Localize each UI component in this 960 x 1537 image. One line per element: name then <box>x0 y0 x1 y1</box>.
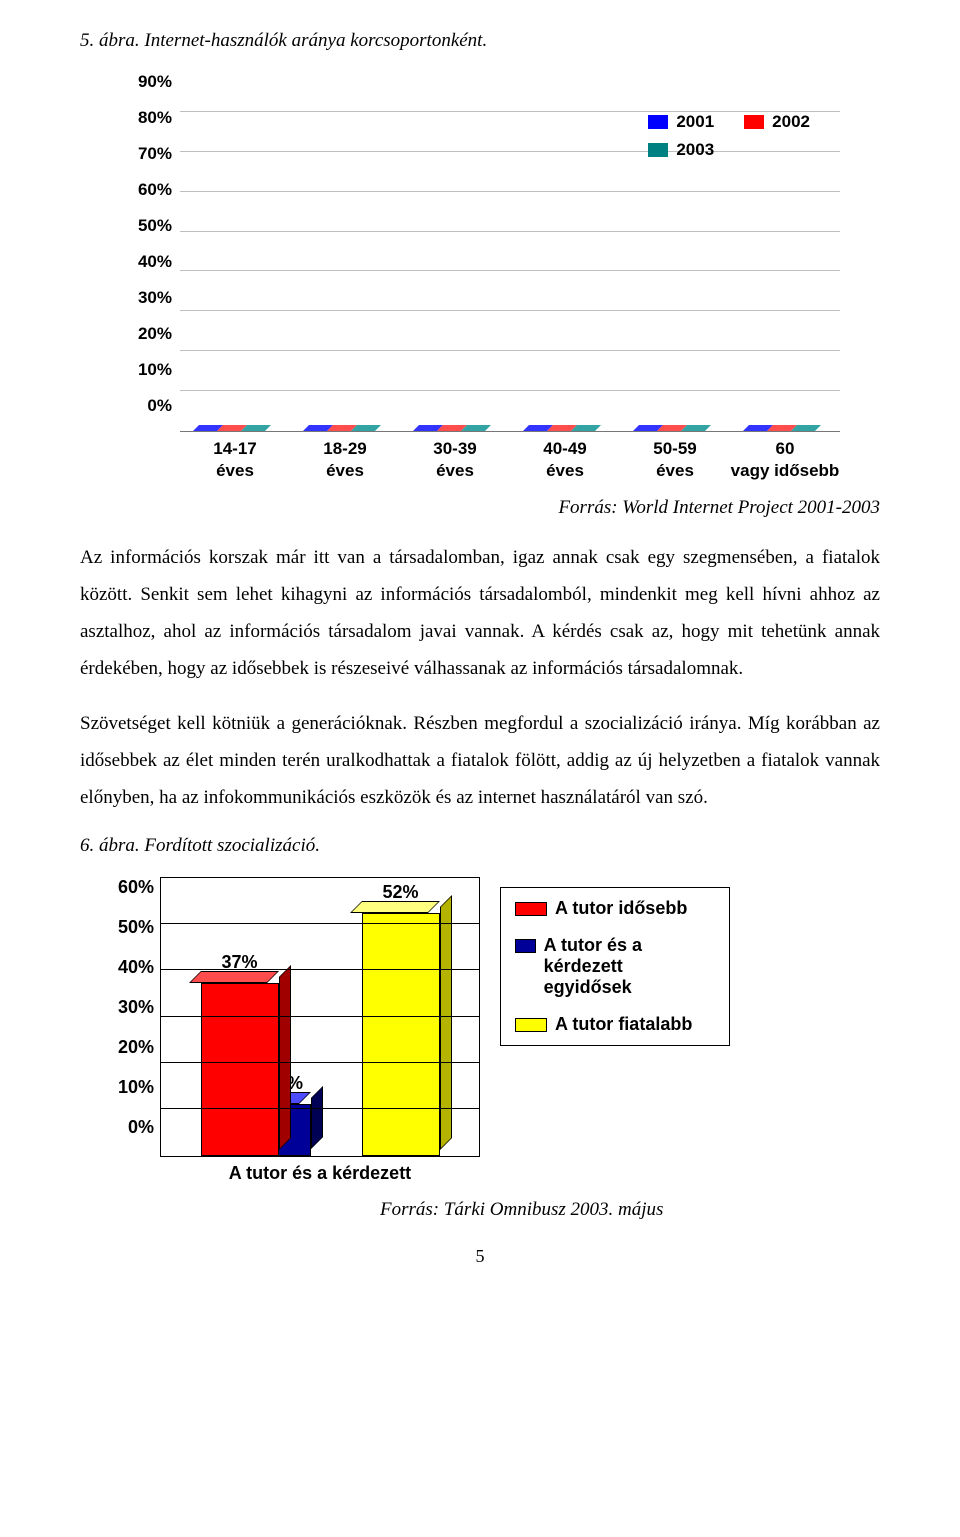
chart1-ytick: 80% <box>120 108 172 144</box>
chart2-plot-area: 37%11%52% <box>160 877 480 1157</box>
chart2-legend-item: A tutor idősebb <box>515 898 715 919</box>
chart2-legend-item: A tutor és a kérdezett egyidősek <box>515 935 715 998</box>
chart1-ytick: 60% <box>120 180 172 216</box>
figure1-source: Forrás: World Internet Project 2001-2003 <box>80 497 880 519</box>
figure2-title: 6. ábra. Fordított szocializáció. <box>80 835 880 857</box>
chart1-legend-item: 2003 <box>648 140 714 160</box>
chart2-legend: A tutor idősebb A tutor és a kérdezett eg… <box>500 887 730 1046</box>
chart1-ytick: 10% <box>120 360 172 396</box>
chart2-y-axis: 60%50%40%30%20%10%0% <box>100 877 160 1157</box>
figure2-chart: 60%50%40%30%20%10%0% 37%11%52% A tutor é… <box>100 877 480 1184</box>
chart2-ytick: 0% <box>100 1117 154 1157</box>
chart1-xtick: 50-59éves <box>620 432 730 482</box>
chart1-plot-area: 2001 2002 2003 <box>180 72 840 432</box>
chart2-ytick: 10% <box>100 1077 154 1117</box>
chart1-ytick: 0% <box>120 396 172 432</box>
chart2-legend-item: A tutor fiatalabb <box>515 1014 715 1035</box>
figure1-title: 5. ábra. Internet-használók aránya korcs… <box>80 30 880 52</box>
chart1-x-axis: 14-17éves18-29éves30-39éves40-49éves50-5… <box>180 432 840 482</box>
figure2-source: Forrás: Tárki Omnibusz 2003. május <box>380 1199 880 1221</box>
paragraph-2: Szövetséget kell kötniük a generációknak… <box>80 705 880 816</box>
chart1-xtick: 30-39éves <box>400 432 510 482</box>
page-number: 5 <box>80 1246 880 1267</box>
chart1-ytick: 90% <box>120 72 172 108</box>
chart2-ytick: 50% <box>100 917 154 957</box>
chart1-legend: 2001 2002 2003 <box>648 112 810 160</box>
chart2-ytick: 30% <box>100 997 154 1037</box>
chart1-ytick: 40% <box>120 252 172 288</box>
chart1-xtick: 60vagy idősebb <box>730 432 840 482</box>
chart1-ytick: 50% <box>120 216 172 252</box>
paragraph-1: Az információs korszak már itt van a tár… <box>80 539 880 687</box>
chart2-ytick: 60% <box>100 877 154 917</box>
chart1-ytick: 20% <box>120 324 172 360</box>
chart1-xtick: 40-49éves <box>510 432 620 482</box>
chart1-xtick: 18-29éves <box>290 432 400 482</box>
chart2-ytick: 20% <box>100 1037 154 1077</box>
chart1-ytick: 70% <box>120 144 172 180</box>
chart1-xtick: 14-17éves <box>180 432 290 482</box>
figure1-chart: 90%80%70%60%50%40%30%20%10%0% 2001200220… <box>120 72 840 482</box>
chart2-ytick: 40% <box>100 957 154 997</box>
chart1-legend-item: 2001 <box>648 112 714 132</box>
chart1-ytick: 30% <box>120 288 172 324</box>
chart1-legend-item: 2002 <box>744 112 810 132</box>
chart1-y-axis: 90%80%70%60%50%40%30%20%10%0% <box>120 72 180 432</box>
chart2-x-axis-label: A tutor és a kérdezett <box>160 1157 480 1184</box>
